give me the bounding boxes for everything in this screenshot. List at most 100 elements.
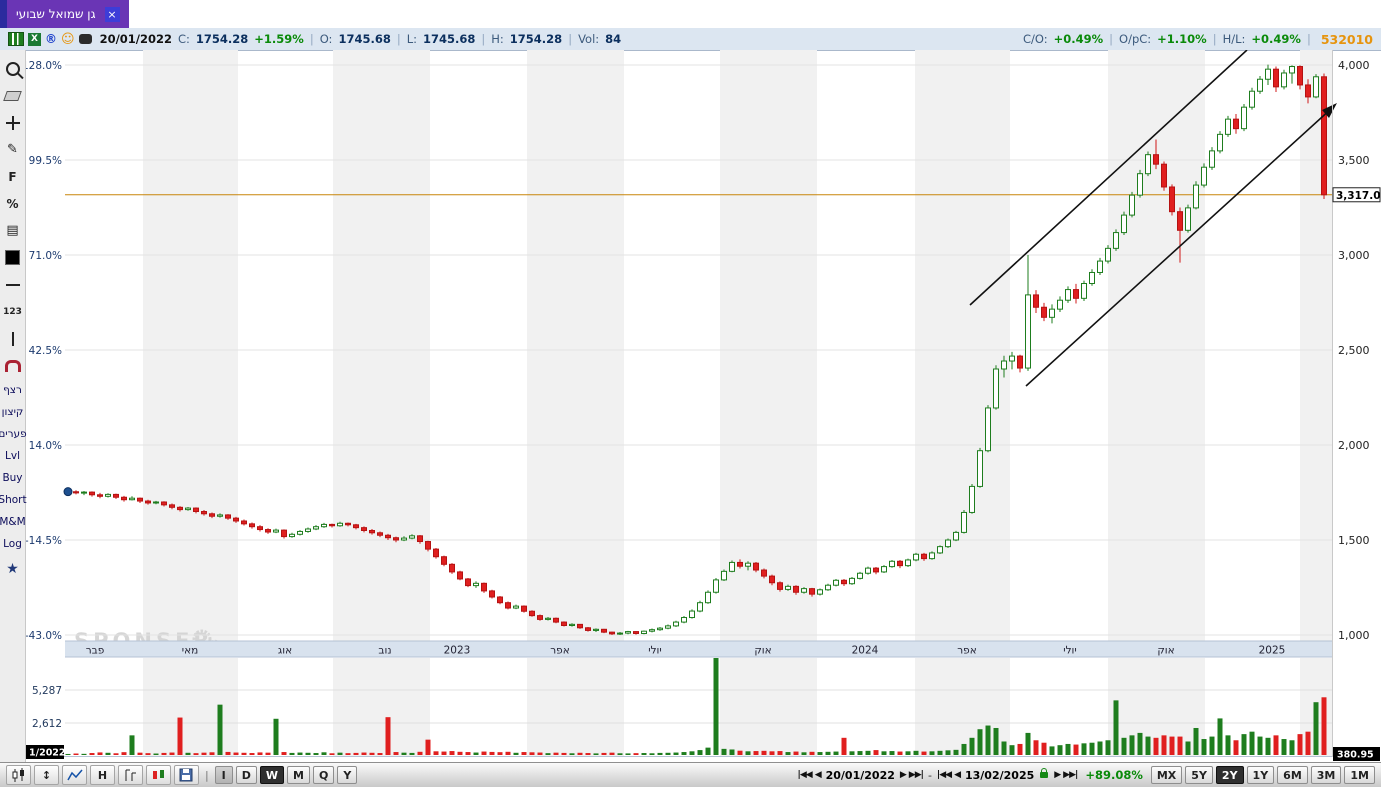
- svg-text:380.95: 380.95: [1337, 750, 1374, 761]
- indicator-button[interactable]: I: [214, 766, 233, 784]
- date-axis-label: 2025: [1259, 645, 1286, 657]
- range-button-6M[interactable]: 6M: [1277, 766, 1308, 784]
- info-field-value: 1754.28: [195, 32, 249, 46]
- nav-end-back-1[interactable]: ◀: [954, 770, 961, 780]
- date-axis-label: אוק: [1157, 645, 1174, 657]
- price-axis-label: 4,000: [1338, 59, 1370, 72]
- colored-candles-icon[interactable]: [146, 765, 171, 785]
- ratio-label: O/pC:: [1119, 32, 1152, 46]
- nav-end-fwd-1[interactable]: ▶▶|: [1063, 770, 1078, 780]
- ratio-fields: C/O: +0.49% | O/pC: +1.10% | H/L: +0.49%: [1022, 32, 1301, 46]
- date-axis-label: יולי: [648, 645, 662, 657]
- date-axis-label: אוק: [754, 645, 771, 657]
- trend-channel[interactable]: [969, 50, 1337, 387]
- ratio-value: +0.49%: [1053, 32, 1104, 46]
- tool-kitzon[interactable]: קיצון: [1, 406, 24, 418]
- favorite-star-icon[interactable]: ★: [6, 560, 19, 577]
- pencil-icon[interactable]: ✎: [7, 142, 18, 157]
- price-axis-label: 1,500: [1338, 534, 1370, 547]
- tab-close-icon[interactable]: ×: [104, 6, 120, 22]
- channel-arrow-icon: [1322, 103, 1337, 118]
- tool-retzef[interactable]: רצף: [3, 384, 22, 396]
- nav-start-fwd-0[interactable]: ▶: [899, 770, 907, 780]
- bottom-toolbar: ↕ H | I D W M Q Y |◀◀ ◀ 20/01/2022 ▶ ▶▶| - |◀◀ ◀ 13/02/20…: [0, 762, 1381, 787]
- date-axis-label: נוב: [378, 645, 391, 657]
- candlestick-series: [65, 64, 1327, 635]
- period-button-W[interactable]: W: [259, 766, 284, 784]
- price-axis-label: 3,000: [1338, 249, 1370, 262]
- nav-end-back-0[interactable]: |◀◀: [936, 770, 952, 780]
- range-button-1M[interactable]: 1M: [1344, 766, 1375, 784]
- period-button-M[interactable]: M: [287, 766, 310, 784]
- info-field-label: Vol:: [578, 32, 600, 46]
- price-axis-label: 1,000: [1338, 629, 1370, 642]
- ratio-label: C/O:: [1022, 32, 1048, 46]
- period-button-Y[interactable]: Y: [337, 766, 358, 784]
- tool-mm[interactable]: M&M: [0, 516, 26, 528]
- volume-series: [65, 658, 1327, 755]
- date-axis-label: מאי: [182, 645, 199, 657]
- ratio-value: +0.49%: [1251, 32, 1301, 46]
- search-icon[interactable]: [0, 55, 26, 82]
- nav-start-back-1[interactable]: ◀: [814, 770, 822, 780]
- bar-chart-icon[interactable]: [118, 765, 143, 785]
- tool-lvl[interactable]: Lvl: [5, 450, 20, 462]
- price-chart[interactable]: SPONSER4,000128.0%3,50099.5%3,00071.0%2,…: [26, 50, 1381, 762]
- selected-candle-marker[interactable]: [63, 487, 73, 497]
- tool-pearim[interactable]: פערים: [0, 428, 27, 440]
- info-field-value: 1754.28: [509, 32, 563, 46]
- range-controls: |◀◀ ◀ 20/01/2022 ▶ ▶▶| - |◀◀ ◀ 13/02/2025 ▶ ▶▶| +89…: [798, 766, 1375, 784]
- nav-start-back-0[interactable]: |◀◀: [797, 770, 813, 780]
- eraser-icon[interactable]: [0, 82, 26, 109]
- date-axis-label: פבר: [86, 645, 105, 657]
- range-button-MX[interactable]: MX: [1150, 766, 1183, 784]
- nav-end-fwd-0[interactable]: ▶: [1054, 770, 1061, 780]
- tool-log[interactable]: Log: [3, 538, 22, 550]
- notes-icon[interactable]: ▤: [6, 223, 19, 238]
- nav-start-date: 20/01/2022: [825, 768, 895, 782]
- tool-short[interactable]: Short: [0, 494, 27, 506]
- range-button-3M[interactable]: 3M: [1310, 766, 1342, 784]
- nav-start-fwd-1[interactable]: ▶▶|: [908, 770, 924, 780]
- horizontal-line-tool[interactable]: [0, 271, 26, 298]
- range-button-5Y[interactable]: 5Y: [1185, 766, 1213, 784]
- numbers-tool[interactable]: 123: [3, 306, 22, 317]
- range-button-2Y[interactable]: 2Y: [1215, 766, 1244, 784]
- vertical-line-tool[interactable]: [0, 325, 26, 352]
- line-chart-icon[interactable]: [62, 765, 87, 785]
- drawing-toolbar: ✎ F% ▤ 123 רצף קיצון פערים Lvl Buy Short M&M Log ★: [0, 50, 27, 762]
- app-corner: [0, 0, 7, 28]
- period-button-D[interactable]: D: [235, 766, 257, 784]
- chart-area[interactable]: SPONSER4,000128.0%3,50099.5%3,00071.0%2,…: [26, 50, 1381, 762]
- nav-end-date: 13/02/2025: [964, 768, 1035, 782]
- registered-icon[interactable]: ®: [45, 32, 57, 46]
- excel-icon[interactable]: X: [28, 32, 41, 46]
- sort-arrows-icon[interactable]: ↕: [34, 765, 59, 785]
- comment-icon[interactable]: [78, 34, 92, 44]
- percent-tool[interactable]: %: [6, 196, 19, 211]
- mini-chart-icon[interactable]: [8, 32, 24, 46]
- fibonacci-tool[interactable]: F: [8, 169, 17, 184]
- info-field-value: 1745.68: [423, 32, 476, 46]
- chart-tab[interactable]: גן שמואל שבועי ×: [7, 0, 129, 28]
- period-button-Q[interactable]: Q: [312, 766, 335, 784]
- date-axis-label: אפר: [550, 645, 570, 657]
- range-change-percent: +89.08%: [1085, 768, 1143, 782]
- price-axis-label: 2,000: [1338, 439, 1370, 452]
- tool-buy[interactable]: Buy: [2, 472, 23, 484]
- save-icon[interactable]: [174, 765, 199, 785]
- smiley-icon[interactable]: ☺: [61, 31, 75, 47]
- separator: |: [1306, 32, 1311, 46]
- color-swatch[interactable]: [0, 244, 26, 271]
- info-field-label: H:: [491, 32, 504, 46]
- info-icons: X ® ☺: [8, 32, 92, 47]
- magnet-icon[interactable]: [0, 352, 26, 379]
- range-button-1Y[interactable]: 1Y: [1246, 766, 1275, 784]
- high-low-icon[interactable]: H: [90, 765, 115, 785]
- info-field-label: L:: [406, 32, 417, 46]
- volume-axis-label: 2,612: [32, 718, 62, 730]
- current-price-tag: 3,317.00: [1332, 187, 1381, 203]
- info-field-change: +1.59%: [254, 32, 304, 46]
- crosshair-icon[interactable]: [0, 109, 26, 136]
- candlestick-icon[interactable]: [6, 765, 31, 785]
